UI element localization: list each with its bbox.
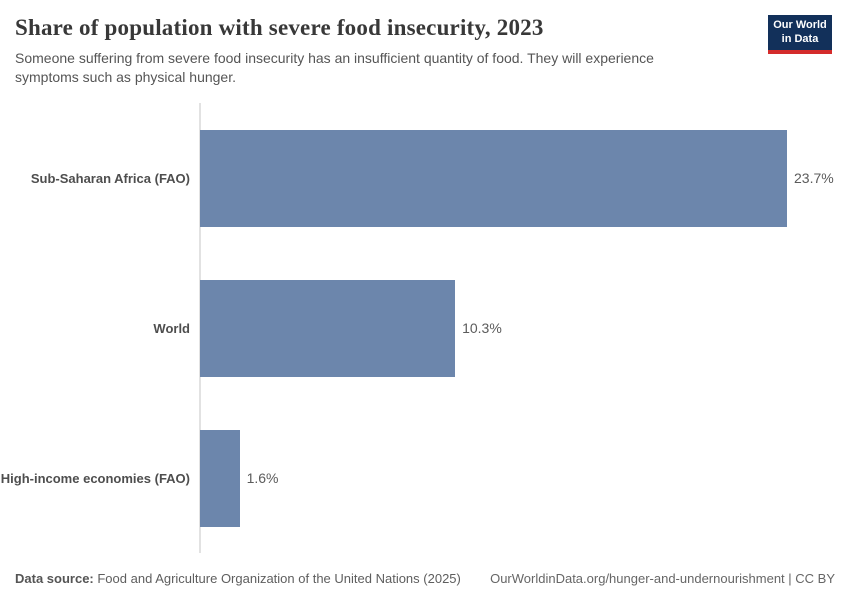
data-source-text: Food and Agriculture Organization of the… <box>93 571 461 586</box>
chart-subtitle: Someone suffering from severe food insec… <box>15 49 654 86</box>
owid-logo-text-line2: in Data <box>781 32 819 45</box>
category-label: High-income economies (FAO) <box>0 470 190 486</box>
value-label: 23.7% <box>794 170 834 186</box>
bar[interactable] <box>200 429 240 527</box>
owid-logo-text-line1: Our World <box>773 19 827 31</box>
bar-chart: Sub-Saharan Africa (FAO) 23.7% World 10.3% H… <box>0 103 850 553</box>
credit-link[interactable]: OurWorldinData.org/hunger-and-undernouri… <box>490 571 835 586</box>
category-label: World <box>153 320 190 336</box>
chart-footer: Data source: Food and Agriculture Organi… <box>15 571 835 586</box>
category-label: Sub-Saharan Africa (FAO) <box>30 170 190 186</box>
chart-row: High-income economies (FAO) 1.6% <box>0 403 850 553</box>
chart-row: Sub-Saharan Africa (FAO) 23.7% <box>0 103 850 253</box>
data-source-label: Data source: <box>15 571 94 586</box>
chart-title: Share of population with severe food ins… <box>15 15 544 40</box>
data-source: Data source: Food and Agriculture Organi… <box>15 571 461 586</box>
chart-rows: Sub-Saharan Africa (FAO) 23.7% World 10.3% H… <box>0 103 850 553</box>
value-label: 10.3% <box>462 320 502 336</box>
chart-header: Share of population with severe food ins… <box>15 14 835 88</box>
bar[interactable] <box>200 129 787 227</box>
chart-row: World 10.3% <box>0 253 850 403</box>
value-label: 1.6% <box>246 470 279 486</box>
owid-logo[interactable]: Our World in Data <box>768 15 832 54</box>
bar[interactable] <box>200 279 456 377</box>
